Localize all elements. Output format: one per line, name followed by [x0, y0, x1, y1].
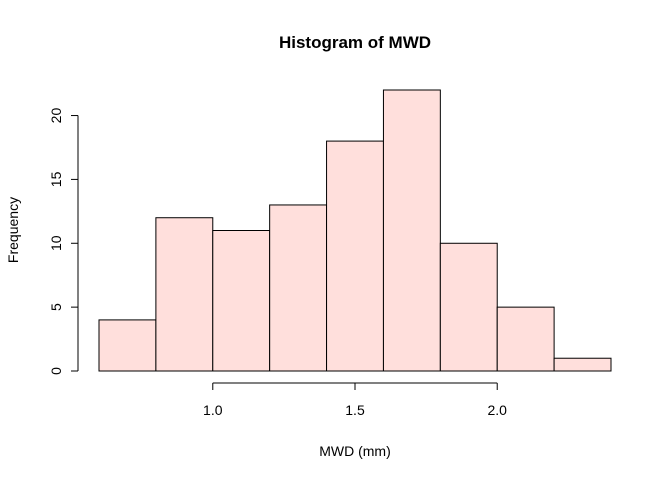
y-tick-label-0: 0	[48, 367, 64, 375]
x-tick-label-0: 1.0	[203, 402, 223, 418]
x-axis-label: MWD (mm)	[319, 443, 391, 459]
histogram-bar-6	[439, 242, 498, 372]
y-tick-label-1: 5	[48, 303, 64, 311]
y-axis-label: Frequency	[5, 197, 21, 263]
y-tick-label-4: 20	[48, 108, 64, 124]
x-axis: 1.0 1.5 2.0	[203, 382, 507, 418]
histogram-bar-2	[212, 230, 271, 372]
bars-group	[98, 89, 612, 372]
histogram-bar-1	[155, 217, 214, 372]
x-tick-label-1: 1.5	[345, 402, 365, 418]
histogram-bar-5	[382, 89, 441, 372]
y-tick-label-3: 15	[48, 171, 64, 187]
histogram-bar-4	[326, 140, 384, 372]
y-tick-label-2: 10	[48, 235, 64, 251]
y-axis: 0 5 10 15 20	[48, 108, 79, 375]
histogram-bar-7	[496, 306, 555, 372]
histogram-bar-0	[98, 319, 157, 372]
x-tick-label-2: 2.0	[487, 402, 507, 418]
chart-title: Histogram of MWD	[279, 33, 431, 52]
histogram-bar-8	[553, 357, 612, 372]
histogram-bar-3	[269, 204, 328, 372]
